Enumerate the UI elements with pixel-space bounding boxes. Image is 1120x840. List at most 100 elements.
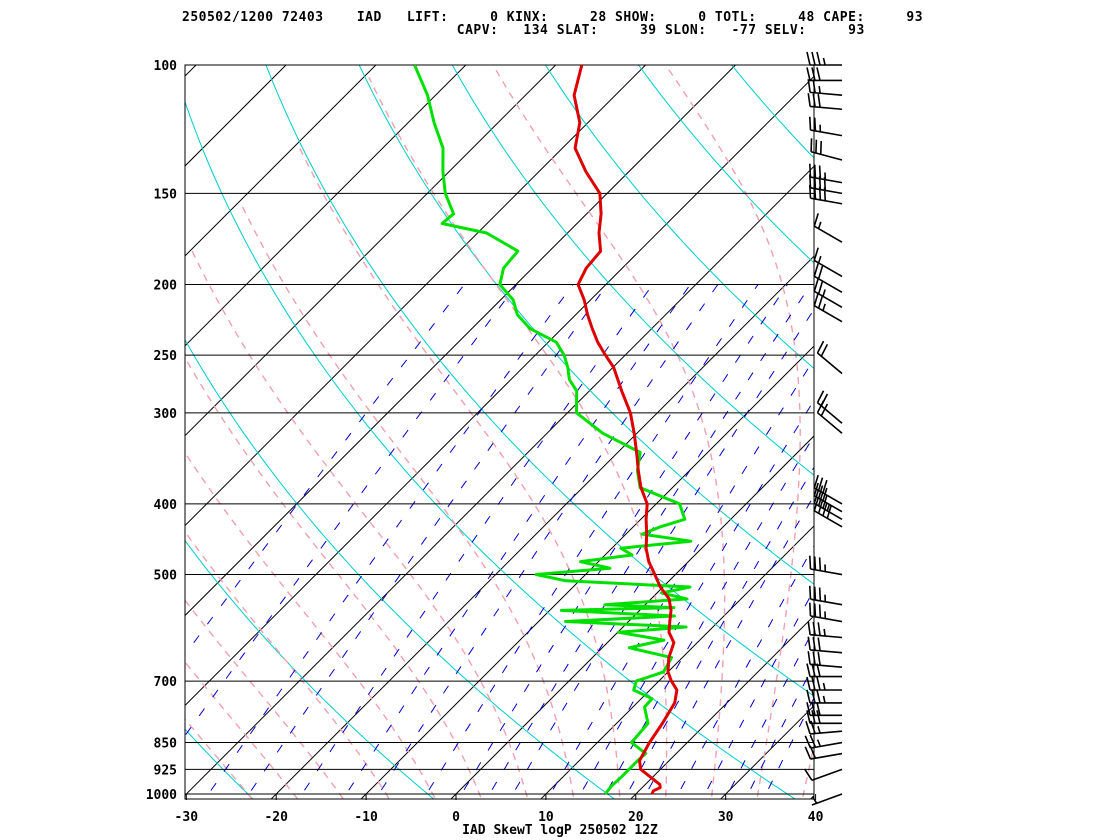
- wind-barb: [813, 213, 843, 243]
- wind-barb: [807, 93, 843, 111]
- temperature-tick-label: -10: [354, 810, 378, 825]
- pressure-axis-labels: 100 150 200 250 300 400 500 700 850 925 1000: [146, 59, 177, 803]
- isotherm-line: [185, 65, 737, 617]
- isotherm-line: [450, 435, 814, 799]
- mixing-ratio-line: [457, 284, 788, 799]
- dewpoint-profile: [413, 65, 693, 795]
- moist-adiabat: [185, 599, 345, 799]
- moist-adiabat: [239, 201, 575, 799]
- isotherm-line: [630, 615, 814, 799]
- pressure-tick-label: 1000: [146, 788, 177, 803]
- moist-adiabat: [492, 65, 726, 799]
- wind-barb: [804, 734, 843, 749]
- wind-barb: [813, 278, 843, 309]
- dry-adiabat: [265, 65, 814, 697]
- wind-barb: [808, 163, 843, 184]
- wind-barb: [806, 67, 842, 82]
- dry-adiabat: [637, 65, 814, 264]
- mixing-ratio-line: [745, 663, 814, 799]
- temperature-profile: [572, 65, 679, 795]
- dry-adiabat: [358, 65, 814, 585]
- pressure-tick-label: 500: [154, 569, 178, 584]
- background-lines: [0, 49, 1120, 810]
- temperature-axis-labels: -30 -20 -10 0 10 20 30 40: [175, 794, 824, 825]
- pressure-tick-label: 850: [154, 737, 178, 752]
- mixing-ratio-line: [724, 627, 814, 799]
- plot-frame: [184, 64, 815, 800]
- temperature-tick-label: 0: [452, 810, 460, 825]
- dry-adiabat: [811, 49, 1120, 810]
- temperature-tick-label: 20: [628, 810, 644, 825]
- isotherm-line: [185, 65, 197, 77]
- wind-barb: [807, 621, 843, 639]
- wind-barb: [806, 702, 842, 717]
- header-line-1: 250502/1200 72403 IAD LIFT: 0 KINX: 28 S…: [182, 10, 924, 25]
- pressure-tick-label: 200: [154, 278, 178, 293]
- mixing-ratio-line: [675, 545, 814, 799]
- isotherm-line: [890, 49, 1120, 810]
- temperature-tick-label: 30: [718, 810, 734, 825]
- mixing-ratio-line: [185, 284, 518, 737]
- mixing-ratio-line: [298, 284, 654, 799]
- isotherm-line: [360, 345, 814, 799]
- dry-adiabat: [544, 65, 814, 370]
- dry-adiabat: [185, 539, 435, 799]
- mixing-ratio-line: [701, 588, 814, 799]
- moist-adiabat: [191, 250, 529, 799]
- wind-barb: [808, 555, 843, 576]
- temperature-tick-label: 40: [808, 810, 824, 825]
- mixing-ratio-line: [422, 284, 759, 799]
- wind-barb: [813, 292, 843, 323]
- isotherm-line: [185, 65, 557, 437]
- dry-adiabat: [185, 338, 616, 799]
- pressure-tick-label: 925: [154, 763, 177, 778]
- wind-barb: [806, 676, 842, 691]
- dry-adiabat: [451, 65, 814, 476]
- mixing-ratio-line: [185, 284, 465, 656]
- wind-barb: [813, 263, 843, 293]
- pressure-tick-label: 250: [154, 349, 178, 364]
- dry-adiabat: [1086, 49, 1120, 810]
- wind-barb: [808, 116, 843, 137]
- isotherm-line: [185, 65, 287, 167]
- wind-barb: [813, 247, 843, 278]
- moist-adiabat: [665, 65, 801, 799]
- mixing-ratio-line: [375, 284, 719, 799]
- temperature-tick-label: -30: [175, 810, 199, 825]
- isotherm-line: [0, 49, 33, 810]
- wind-barb: [807, 651, 843, 669]
- wind-barbs: [803, 51, 843, 806]
- wind-barb: [810, 138, 843, 161]
- wind-barb: [808, 602, 843, 623]
- isotherm-line: [719, 704, 814, 799]
- temperature-tick-label: 10: [538, 810, 554, 825]
- dry-adiabat: [902, 49, 1120, 810]
- profiles: [413, 65, 693, 795]
- mixing-ratio-line: [623, 466, 814, 799]
- dry-adiabat: [994, 49, 1120, 810]
- mixing-ratio-line: [642, 494, 814, 799]
- wind-barb: [803, 768, 843, 782]
- pressure-tick-label: 300: [154, 407, 178, 422]
- pressure-tick-label: 400: [154, 498, 178, 513]
- dry-adiabat: [185, 100, 796, 799]
- isotherm-line: [809, 794, 814, 799]
- temperature-tick-label: -20: [264, 810, 288, 825]
- wind-barb: [808, 585, 843, 606]
- dry-adiabat: [185, 728, 254, 799]
- moist-adiabat: [185, 356, 483, 799]
- wind-barb: [806, 710, 842, 725]
- pressure-tick-label: 100: [154, 59, 178, 74]
- header-line-2: CAPV: 134 SLAT: 39 SLON: -77 SELV: 93: [182, 23, 865, 38]
- moist-adiabat: [185, 718, 254, 799]
- wind-barb: [813, 474, 843, 505]
- moist-adiabat: [185, 530, 391, 799]
- mixing-ratio-line: [509, 308, 814, 799]
- isotherm-line: [0, 49, 122, 810]
- isotherm-line: [185, 65, 647, 527]
- mixing-ratio-line: [577, 399, 814, 799]
- isotherm-line: [185, 65, 377, 257]
- mixing-ratio-line: [342, 284, 691, 799]
- chart-title: IAD SkewT logP 250502 12Z: [462, 823, 658, 838]
